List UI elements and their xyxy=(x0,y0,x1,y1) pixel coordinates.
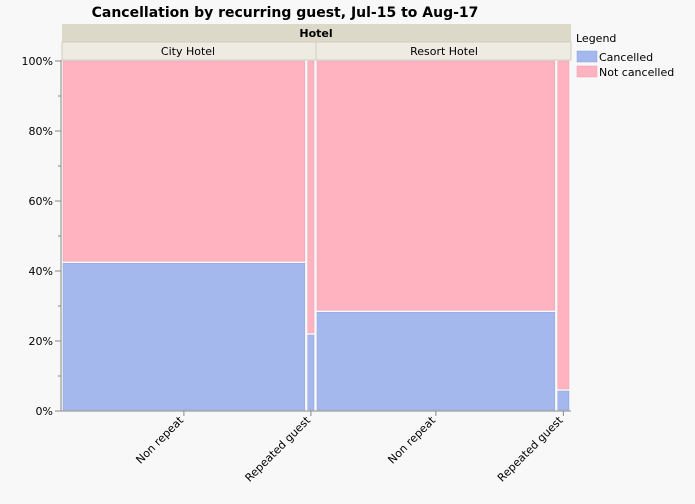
x-category-label: Repeated guest xyxy=(495,413,566,484)
tile-cancelled xyxy=(307,334,315,411)
legend-swatch-cancelled xyxy=(576,50,598,63)
x-category-label: Repeated guest xyxy=(242,413,313,484)
facet-sub-bg-resort xyxy=(315,41,572,61)
facet-label-resort-hotel: Resort Hotel xyxy=(410,45,478,58)
x-axis-labels: Non repeat Repeated guest Non repeat Repeat… xyxy=(133,411,566,484)
legend-label-cancelled: Cancelled xyxy=(599,51,653,64)
y-tick-label: 0% xyxy=(36,405,53,418)
tile-not-cancelled xyxy=(62,60,306,262)
tile-cancelled xyxy=(316,312,556,411)
legend-title: Legend xyxy=(576,32,616,45)
legend-swatch-not-cancelled xyxy=(576,65,598,78)
y-tick-label: 40% xyxy=(29,265,53,278)
tile-not-cancelled xyxy=(557,60,570,390)
chart-title: Cancellation by recurring guest, Jul-15 … xyxy=(92,5,479,21)
y-axis: 0% 20% 40% 60% 80% 100% xyxy=(22,55,61,418)
legend-label-not-cancelled: Not cancelled xyxy=(599,66,674,79)
x-category-label: Non repeat xyxy=(133,413,186,466)
y-tick-label: 100% xyxy=(22,55,53,68)
y-tick-label: 60% xyxy=(29,195,53,208)
facet-label-city-hotel: City Hotel xyxy=(161,45,215,58)
facet-header-bg xyxy=(62,24,571,42)
tile-not-cancelled xyxy=(316,60,556,311)
tile-cancelled xyxy=(62,263,306,411)
y-tick-label: 80% xyxy=(29,125,53,138)
mosaic-tiles xyxy=(62,60,570,411)
facet-header: Hotel xyxy=(299,27,332,40)
x-category-label: Non repeat xyxy=(385,413,438,466)
y-tick-label: 20% xyxy=(29,335,53,348)
tile-not-cancelled xyxy=(307,60,315,334)
tile-cancelled xyxy=(557,390,570,411)
